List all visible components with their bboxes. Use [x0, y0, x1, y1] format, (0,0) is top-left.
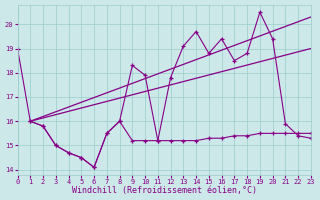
X-axis label: Windchill (Refroidissement éolien,°C): Windchill (Refroidissement éolien,°C)	[72, 186, 257, 195]
